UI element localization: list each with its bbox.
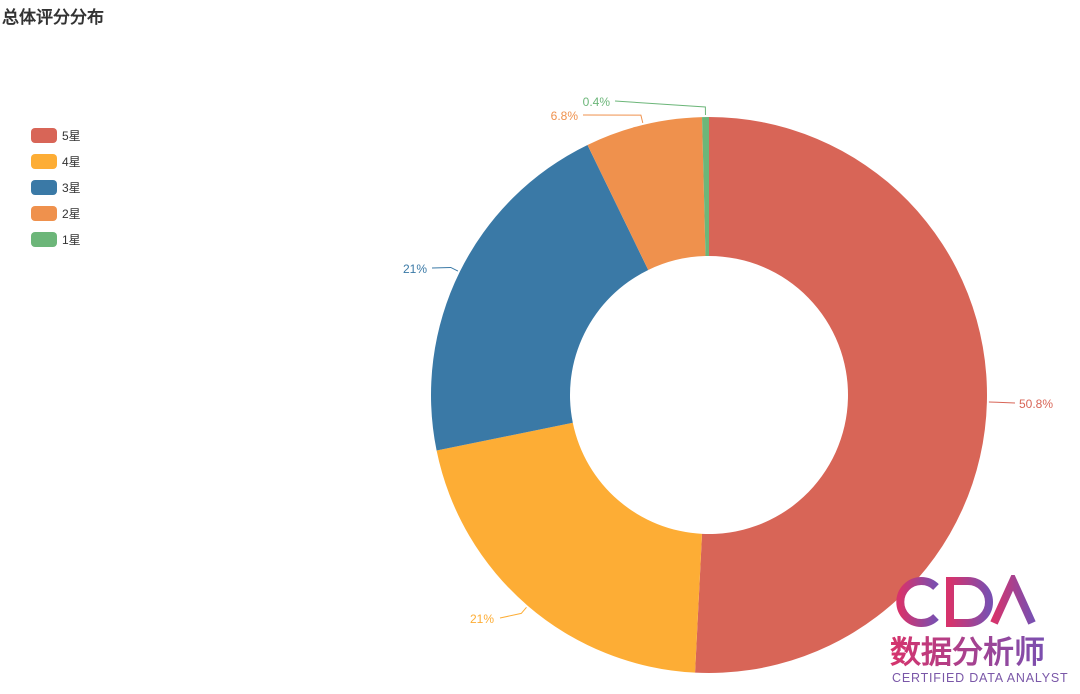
cda-watermark: 数据分析师 CERTIFIED DATA ANALYST [890, 571, 1068, 690]
legend-swatch [31, 205, 57, 221]
legend-swatch [31, 179, 57, 195]
cda-logo: 数据分析师 [890, 571, 1045, 671]
slice-label: 50.8% [1019, 397, 1053, 411]
legend-swatch [31, 153, 57, 169]
donut-slice[interactable] [695, 117, 988, 673]
chart-legend: 5星 4星 3星 2星 1星 [31, 122, 81, 252]
legend-label: 1星 [62, 232, 81, 247]
legend-item[interactable]: 3星 [31, 174, 81, 200]
donut-slice[interactable] [702, 117, 709, 257]
legend-item[interactable]: 2星 [31, 200, 81, 226]
label-leader-line [431, 266, 459, 272]
legend-label: 3星 [62, 180, 81, 195]
watermark-tagline: CERTIFIED DATA ANALYST [892, 671, 1069, 685]
legend-swatch [31, 231, 57, 247]
legend-label: 2星 [62, 206, 81, 221]
label-leader-line [988, 401, 1016, 404]
label-leader-line [499, 607, 527, 619]
legend-swatch [31, 127, 57, 143]
label-leader-line [582, 114, 644, 124]
donut-slice[interactable] [436, 422, 703, 673]
legend-item[interactable]: 1星 [31, 226, 81, 252]
donut-slice[interactable] [431, 144, 649, 451]
chart-title: 总体评分分布 [2, 8, 104, 27]
label-leader-line [614, 100, 706, 116]
legend-label: 5星 [62, 128, 81, 143]
slice-label: 6.8% [551, 109, 579, 123]
slice-label: 21% [470, 612, 494, 626]
donut-slice[interactable] [587, 117, 706, 270]
legend-item[interactable]: 4星 [31, 148, 81, 174]
legend-item[interactable]: 5星 [31, 122, 81, 148]
slice-label: 0.4% [583, 95, 611, 109]
legend-label: 4星 [62, 154, 81, 169]
slice-label: 21% [403, 262, 427, 276]
svg-text:数据分析师: 数据分析师 [890, 635, 1045, 671]
